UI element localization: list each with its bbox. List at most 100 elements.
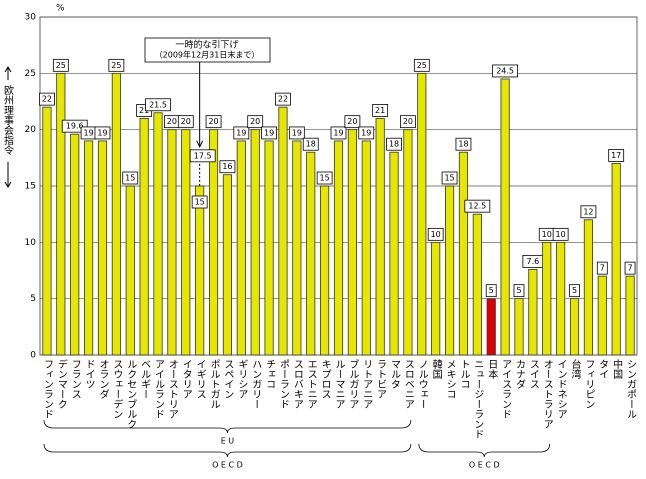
value-label: 21.5 [149, 100, 167, 109]
x-tick-label: スロベニア [402, 359, 414, 409]
bar [375, 118, 385, 356]
x-tick-label: キプロス [319, 359, 330, 399]
value-label-box [413, 58, 430, 72]
value-label: 10 [542, 230, 552, 239]
annotation-arrow-head [196, 140, 204, 148]
bar [292, 140, 302, 356]
x-tick-label: タイ [597, 359, 609, 379]
value-label-box [302, 137, 319, 151]
value-label-box [372, 104, 389, 117]
x-tick-label: ベルギー [139, 359, 151, 399]
value-label: 15 [195, 198, 205, 207]
value-label: 20 [181, 117, 191, 126]
group-label: E U [221, 437, 235, 446]
y-tick-label: 0 [30, 351, 36, 361]
x-tick-label: アイルランド [153, 359, 165, 419]
value-label-box [427, 227, 444, 241]
value-label: 20 [347, 117, 357, 126]
x-tick-label: チェコ [264, 359, 275, 389]
annotation-text: 一時的な引下げ [175, 39, 238, 51]
y-tick-label: 15 [25, 182, 36, 192]
group-label: O E C D [212, 461, 243, 470]
value-label-box [122, 171, 139, 185]
bar [139, 118, 149, 356]
x-tick-label: ポルトガル [208, 359, 220, 409]
y-tick-label: 20 [25, 125, 37, 135]
y-tick-label: 30 [25, 13, 37, 23]
y-tick-label: 25 [25, 69, 36, 79]
bar [278, 106, 288, 356]
bar [417, 72, 427, 356]
value-label-box [189, 149, 216, 163]
x-tick-label: ギリシア [236, 359, 247, 399]
annotation-text: （2009年12月31日末まで） [155, 50, 260, 60]
value-label: 7 [628, 264, 633, 273]
x-tick-label: 日本 [486, 359, 498, 380]
bar [347, 129, 357, 356]
value-label: 12.5 [468, 202, 486, 211]
x-tick-label: オーストラリア [541, 359, 552, 429]
value-label-box [316, 171, 333, 185]
y-axis-label: 欧州理事会指令 [2, 85, 14, 156]
x-tick-label: ニュージーランド [472, 359, 483, 439]
x-tick-label: オーストリア [166, 359, 177, 419]
value-label: 15 [320, 174, 330, 183]
value-label: 19 [292, 128, 302, 137]
bar [195, 185, 205, 356]
value-label: 24.5 [496, 66, 514, 75]
annotation-box [144, 37, 271, 63]
value-label: 15 [444, 174, 454, 183]
bar [514, 298, 524, 356]
bar [111, 72, 121, 356]
x-tick-label: フィリピン [583, 359, 594, 409]
bar [84, 140, 94, 356]
x-tick-label: リトアニア [361, 359, 372, 409]
value-label-box [177, 115, 194, 129]
value-label: 19 [97, 128, 107, 137]
value-label: 10 [556, 230, 566, 239]
value-label-box [596, 261, 608, 275]
value-label: 25 [56, 61, 66, 70]
x-tick-label: フィンランド [41, 359, 52, 419]
value-label: 19.6 [66, 122, 84, 131]
x-tick-label: 台湾 [569, 358, 581, 380]
bar [70, 133, 80, 356]
x-tick-label: メキシコ [444, 359, 455, 399]
value-label: 19 [83, 128, 93, 137]
value-label: 7.6 [527, 257, 540, 266]
value-label-box [191, 195, 208, 209]
value-label-box [330, 126, 347, 140]
y-tick-label: 10 [25, 238, 37, 248]
value-label: 21 [139, 106, 149, 115]
value-label-box [624, 261, 636, 275]
x-tick-label: ドイツ [83, 359, 95, 389]
x-tick-label: イギリス [194, 359, 206, 399]
value-label-box [386, 137, 402, 151]
value-label-box [400, 115, 416, 129]
x-tick-label: アイスランド [500, 359, 512, 419]
bar [181, 129, 191, 356]
bar [403, 129, 413, 356]
group-bracket [43, 443, 412, 458]
x-tick-label: デンマーク [55, 358, 67, 409]
bar [264, 140, 274, 356]
x-tick-label: 中国 [611, 358, 623, 380]
group-bracket [43, 419, 412, 434]
value-label-box [219, 160, 236, 174]
bar [125, 185, 135, 356]
value-label-box [492, 64, 519, 78]
x-tick-label: ラトビア [375, 359, 386, 399]
x-tick-label: スペイン [222, 359, 234, 399]
x-tick-label: インドネシア [555, 359, 567, 419]
value-label-box [569, 284, 580, 298]
value-label: 19 [264, 128, 274, 137]
bar [569, 298, 580, 356]
bar [597, 275, 607, 356]
bar [486, 298, 496, 356]
value-label-box [608, 149, 625, 162]
y-unit: % [56, 4, 65, 14]
bar [431, 241, 441, 356]
value-label: 20 [208, 117, 218, 126]
value-label: 7 [600, 264, 605, 273]
bar [625, 275, 635, 356]
